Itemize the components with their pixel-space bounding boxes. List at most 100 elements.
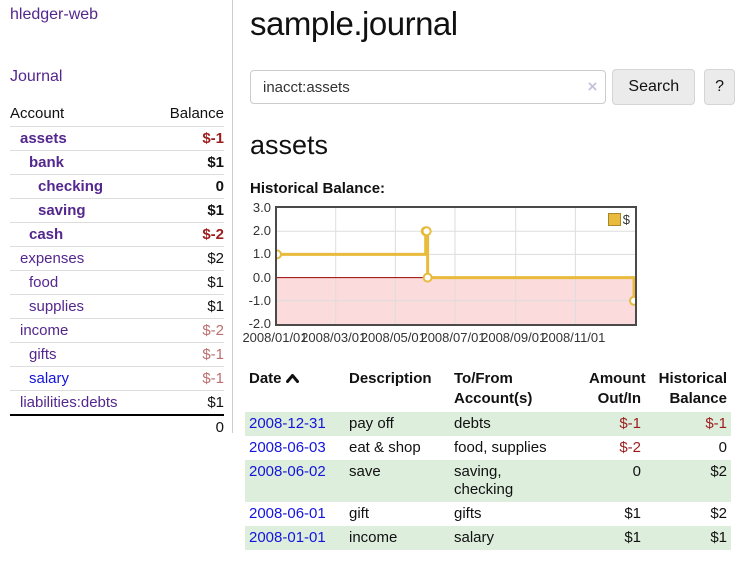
account-balance: $1 xyxy=(152,270,224,295)
search-input[interactable] xyxy=(250,70,607,104)
transaction-date-link[interactable]: 2008-06-01 xyxy=(249,505,326,522)
y-axis-tick-label: -1.0 xyxy=(248,292,271,308)
register-header-date[interactable]: Date xyxy=(245,366,345,412)
account-row: saving $1 xyxy=(10,198,224,223)
transaction-date-link[interactable]: 2008-06-03 xyxy=(249,439,326,456)
account-link[interactable]: expenses xyxy=(20,250,85,267)
x-axis-tick-label: 2008/03/01 xyxy=(301,330,367,345)
app-title-link[interactable]: hledger-web xyxy=(10,6,99,23)
account-link[interactable]: checking xyxy=(38,178,104,195)
account-row: food $1 xyxy=(10,270,224,295)
account-row: assets $-1 xyxy=(10,126,224,151)
transaction-row: 2008-01-01 income salary $1 $1 xyxy=(245,526,731,550)
transaction-description: save xyxy=(349,463,381,480)
transaction-accounts: food, supplies xyxy=(454,439,547,456)
y-axis-tick-label: 0.0 xyxy=(252,269,271,285)
account-row: income $-2 xyxy=(10,318,224,343)
account-balance: $-2 xyxy=(152,318,224,343)
account-link[interactable]: food xyxy=(29,274,59,291)
sidebar-item-journal[interactable]: Journal xyxy=(10,68,63,85)
x-axis-tick-label: 2008/11/01 xyxy=(541,330,606,345)
help-button[interactable]: ? xyxy=(704,69,735,105)
x-axis-tick-label: 2008/09/01 xyxy=(481,330,547,345)
transaction-balance: 0 xyxy=(718,439,727,456)
balance-chart: $ 3.0 2.0 1.0 0.0 -1.0 -2.0 2008/01/01 2008/03/… xyxy=(242,200,735,348)
account-balance: $2 xyxy=(152,246,224,271)
accounts-table-body: assets $-1 bank $1 checking 0 saving $1 cash $-2 e… xyxy=(10,126,224,440)
account-balance: $1 xyxy=(152,198,224,223)
transaction-amount: 0 xyxy=(632,463,641,480)
transaction-amount: $1 xyxy=(624,529,641,546)
account-row: expenses $2 xyxy=(10,246,224,271)
register-header-amount[interactable]: Amount Out/In xyxy=(589,370,646,407)
accounts-header-account: Account xyxy=(10,105,65,122)
account-row: liabilities:debts $1 xyxy=(10,390,224,416)
account-row: bank $1 xyxy=(10,150,224,175)
register-header-description[interactable]: Description xyxy=(349,370,432,387)
search-button[interactable]: Search xyxy=(612,69,696,105)
main-content: sample.journal × Search ? assets Histori… xyxy=(242,0,735,550)
legend-label: $ xyxy=(622,212,630,227)
transaction-row: 2008-06-01 gift gifts $1 $2 xyxy=(245,502,731,526)
account-row: gifts $-1 xyxy=(10,342,224,367)
transaction-amount: $-2 xyxy=(619,439,641,456)
account-link[interactable]: gifts xyxy=(29,346,57,363)
account-link[interactable]: supplies xyxy=(29,298,85,315)
transaction-accounts: gifts xyxy=(454,505,482,522)
account-link[interactable]: saving xyxy=(38,202,86,219)
transaction-amount: $1 xyxy=(624,505,641,522)
register-header-balance[interactable]: Historical Balance xyxy=(658,370,727,407)
transaction-description: eat & shop xyxy=(349,439,421,456)
account-link[interactable]: salary xyxy=(29,370,70,387)
accounts-total-value: 0 xyxy=(215,419,224,436)
x-axis-tick-label: 2008/07/01 xyxy=(420,330,486,345)
legend-swatch xyxy=(607,213,621,226)
transaction-accounts: debts xyxy=(454,415,491,432)
transaction-description: income xyxy=(349,529,398,546)
clear-search-icon[interactable]: × xyxy=(587,77,598,96)
account-balance: $-1 xyxy=(152,342,224,367)
y-axis-tick-label: 2.0 xyxy=(252,223,271,239)
accounts-header-balance: Balance xyxy=(169,105,224,122)
account-link[interactable]: income xyxy=(20,322,69,339)
y-axis-tick-label: -2.0 xyxy=(248,316,271,331)
transaction-date-link[interactable]: 2008-12-31 xyxy=(249,415,326,432)
chart-legend: $ xyxy=(607,212,630,227)
account-link[interactable]: cash xyxy=(29,226,64,243)
page-title: sample.journal xyxy=(250,5,458,42)
transaction-row: 2008-06-03 eat & shop food, supplies $-2 0 xyxy=(245,436,731,460)
x-axis-tick-label: 2008/01/01 xyxy=(242,330,308,345)
chart-plot-area: $ xyxy=(275,206,637,326)
y-axis-tick-label: 1.0 xyxy=(252,246,271,262)
transaction-date-link[interactable]: 2008-06-02 xyxy=(249,463,326,480)
account-balance: $1 xyxy=(152,294,224,319)
transaction-date-link[interactable]: 2008-01-01 xyxy=(249,529,326,546)
chart-canvas xyxy=(277,208,635,324)
y-axis-tick-label: 3.0 xyxy=(252,200,271,215)
search-form: × Search ? xyxy=(250,69,735,105)
transaction-accounts: saving, checking xyxy=(454,463,514,498)
account-row: supplies $1 xyxy=(10,294,224,319)
transaction-description: gift xyxy=(349,505,370,522)
transaction-row: 2008-12-31 pay off debts $-1 $-1 xyxy=(245,412,731,436)
transaction-balance: $-1 xyxy=(705,415,727,432)
accounts-table: Account Balance assets $-1 bank $1 checking 0… xyxy=(10,102,224,439)
sort-ascending-icon xyxy=(285,369,299,389)
account-balance: $-2 xyxy=(152,222,224,247)
register-header-accounts[interactable]: To/From Account(s) xyxy=(454,370,533,407)
register-table-head: Date Description To/From Account(s) Amount Ou… xyxy=(245,366,731,412)
sidebar: hledger-web Journal Account Balance asse… xyxy=(0,0,233,436)
transaction-balance: $2 xyxy=(710,463,727,480)
transaction-amount: $-1 xyxy=(619,415,641,432)
transaction-balance: $2 xyxy=(710,505,727,522)
account-link[interactable]: assets xyxy=(20,130,67,147)
account-row: checking 0 xyxy=(10,174,224,199)
account-link[interactable]: bank xyxy=(29,154,65,171)
x-axis-tick-label: 2008/05/01 xyxy=(360,330,426,345)
account-balance: $-1 xyxy=(152,126,224,151)
account-balance: $-1 xyxy=(152,366,224,391)
account-link[interactable]: liabilities:debts xyxy=(20,394,118,411)
register-table: Date Description To/From Account(s) Amount Ou… xyxy=(245,366,731,550)
account-balance: $1 xyxy=(152,150,224,175)
transaction-description: pay off xyxy=(349,415,394,432)
